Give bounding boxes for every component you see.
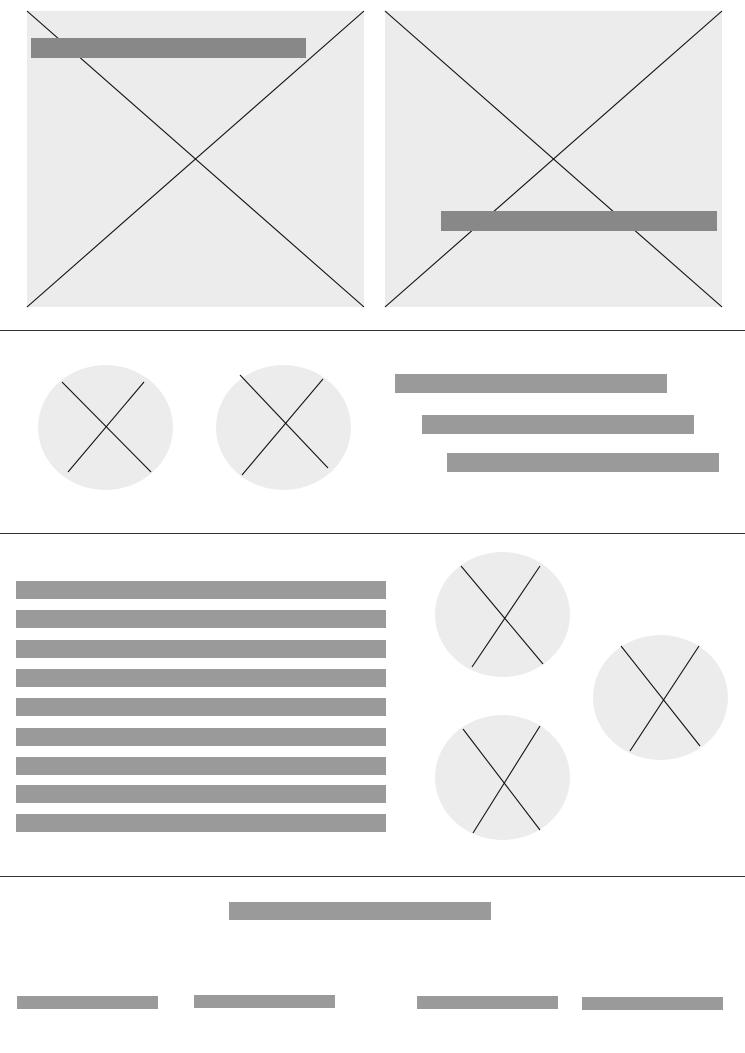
footer-heading	[229, 902, 491, 920]
footer-link[interactable]	[582, 997, 723, 1010]
paragraph-line	[16, 669, 386, 687]
image-placeholder-icon	[239, 374, 329, 476]
paragraph-line	[16, 610, 386, 628]
hero-image-left	[26, 10, 365, 308]
paragraph-line	[16, 640, 386, 658]
section-divider	[0, 330, 745, 331]
content-thumbnail	[435, 715, 570, 840]
image-placeholder-icon	[460, 565, 544, 668]
paragraph-line	[16, 757, 386, 775]
paragraph-line	[16, 814, 386, 832]
paragraph-line	[16, 785, 386, 803]
section-divider	[0, 876, 745, 877]
feature-avatar	[38, 365, 173, 490]
paragraph-line	[16, 581, 386, 599]
image-placeholder-icon	[462, 725, 541, 834]
footer-link[interactable]	[417, 996, 558, 1009]
feature-text-line	[447, 453, 719, 472]
paragraph-line	[16, 698, 386, 716]
content-thumbnail	[593, 635, 728, 760]
image-placeholder-icon	[620, 645, 701, 752]
feature-text-line	[422, 415, 694, 434]
hero-image-right	[384, 10, 723, 308]
footer-link[interactable]	[194, 995, 335, 1008]
feature-text-line	[395, 374, 667, 393]
image-placeholder-icon	[26, 10, 365, 308]
image-placeholder-icon	[61, 381, 152, 473]
hero-caption-right	[441, 211, 717, 231]
content-thumbnail	[435, 552, 570, 677]
image-placeholder-icon	[384, 10, 723, 308]
paragraph-line	[16, 728, 386, 746]
hero-caption-left	[31, 38, 306, 58]
footer-link[interactable]	[17, 996, 158, 1009]
feature-avatar	[216, 365, 351, 490]
section-divider	[0, 533, 745, 534]
